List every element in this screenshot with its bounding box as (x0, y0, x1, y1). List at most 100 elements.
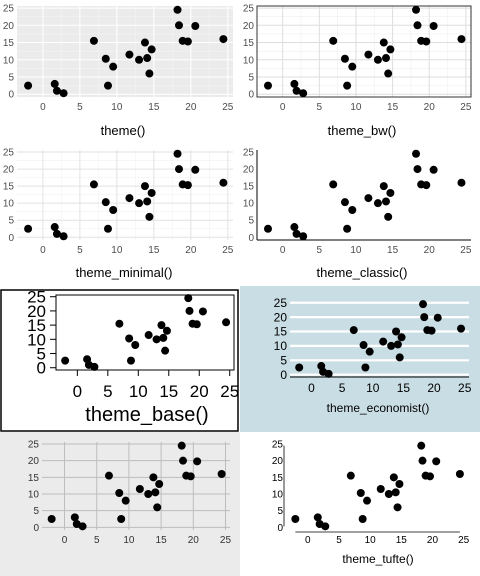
x-tick-label: 25 (220, 535, 232, 546)
y-tick-label: 15 (243, 38, 255, 49)
panel-theme-bw: 0 5 10 15 20 25 0 5 10 15 20 25 theme_bw() (240, 0, 480, 140)
x-tick-label: 0 (280, 245, 286, 256)
data-point (219, 35, 228, 44)
y-tick-label: 0 (248, 90, 254, 101)
data-point (384, 490, 393, 498)
y-tick-label: 5 (280, 354, 287, 368)
data-point (381, 54, 390, 63)
data-point (429, 21, 438, 30)
data-point (177, 441, 186, 450)
x-tick-label: 25 (458, 535, 470, 546)
data-point (145, 212, 154, 221)
x-tick-label: 20 (424, 102, 436, 113)
data-point (373, 55, 382, 64)
data-point (346, 471, 355, 480)
x-tick-label: 20 (190, 382, 209, 401)
panel-theme-excel-like: 0 5 10 15 20 25 0 5 10 15 20 25 (0, 432, 240, 576)
y-tick-label: 10 (3, 199, 15, 210)
plot-area (17, 6, 233, 97)
data-point (89, 36, 98, 45)
data-point (356, 489, 365, 497)
data-point (433, 313, 442, 322)
data-point (50, 223, 59, 232)
data-point (175, 165, 183, 174)
data-point (89, 180, 98, 189)
data-point (109, 62, 118, 71)
y-tick-label: 5 (248, 73, 254, 84)
data-point (299, 232, 308, 241)
data-point (143, 197, 152, 206)
data-point (104, 471, 113, 480)
data-point (379, 182, 388, 191)
data-point (147, 188, 156, 197)
y-tick-label: 15 (243, 182, 255, 193)
data-point (219, 178, 228, 187)
data-point (103, 224, 112, 233)
data-point (126, 356, 135, 365)
x-tick-label: 15 (156, 535, 168, 546)
panel-theme-classic: 0 5 10 15 20 25 0 5 10 15 20 25 theme_classic() (240, 140, 480, 286)
data-point (147, 45, 156, 54)
x-tick-label: 10 (365, 535, 377, 546)
data-point (263, 224, 272, 233)
data-point (101, 198, 110, 207)
data-point (432, 457, 441, 466)
x-tick-label: 20 (424, 245, 436, 256)
x-tick-label: 20 (427, 535, 439, 546)
data-point (131, 341, 140, 349)
plot-area (257, 150, 471, 240)
data-point (50, 79, 59, 88)
x-tick-label: 15 (387, 102, 399, 113)
data-point (52, 229, 61, 238)
data-point (295, 363, 304, 372)
data-point (70, 513, 79, 522)
data-point (103, 81, 112, 90)
y-tick-label: 5 (8, 216, 14, 227)
y-tick-label: 10 (27, 330, 46, 349)
data-point (422, 37, 431, 46)
x-tick-label: 20 (185, 245, 197, 256)
data-point (78, 522, 87, 531)
y-tick-label: 25 (28, 440, 40, 451)
data-point (340, 198, 349, 207)
x-tick-label: 25 (460, 245, 472, 256)
data-point (152, 335, 161, 344)
data-point (425, 472, 434, 481)
data-point (364, 50, 373, 59)
y-tick-label: 5 (248, 216, 254, 227)
data-point (413, 21, 422, 30)
data-point (184, 294, 193, 303)
data-point (392, 327, 401, 336)
x-tick-label: 5 (103, 382, 112, 401)
x-axis-title: theme_base() (85, 404, 208, 426)
data-point (324, 369, 333, 378)
x-tick-label: 10 (350, 102, 362, 113)
data-point (313, 513, 322, 522)
x-tick-label: 20 (427, 381, 441, 395)
data-point (125, 194, 134, 203)
data-point (143, 54, 152, 63)
data-point (419, 300, 428, 309)
data-point (457, 35, 466, 44)
y-tick-label: 10 (28, 490, 40, 501)
data-point (321, 522, 330, 531)
data-point (144, 490, 153, 498)
data-point (376, 485, 385, 493)
y-tick-label: 10 (272, 490, 284, 501)
y-tick-label: 25 (272, 440, 284, 451)
y-tick-label: 0 (8, 90, 14, 101)
data-point (198, 307, 207, 316)
y-tick-label: 20 (272, 456, 284, 467)
x-axis-title: theme_bw() (328, 123, 397, 138)
x-tick-label: 20 (185, 102, 197, 113)
data-point (429, 165, 438, 174)
panel-theme: 0 5 10 15 20 25 0 5 10 15 20 25 theme() (0, 0, 238, 138)
x-tick-label: 15 (159, 382, 178, 401)
plot-area (257, 6, 471, 97)
data-point (292, 86, 301, 95)
x-axis-title: theme_minimal() (76, 265, 173, 280)
data-point (386, 188, 395, 197)
y-tick-label: 25 (3, 148, 15, 159)
y-tick-label: 15 (27, 316, 46, 335)
data-point (412, 5, 421, 14)
